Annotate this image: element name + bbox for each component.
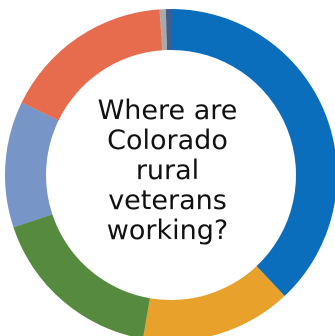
- donut-slice-6: [159, 9, 168, 51]
- donut-slice-1: [171, 9, 335, 297]
- chart-title-line-3: rural: [135, 155, 200, 186]
- donut-slice-7: [165, 9, 171, 51]
- chart-title-line-2: Colorado: [107, 125, 228, 156]
- chart-title-line-1: Where are: [97, 95, 238, 126]
- donut-slice-3: [13, 214, 150, 336]
- chart-title-line-5: working?: [106, 215, 229, 246]
- donut-slice-4: [4, 102, 59, 228]
- donut-slice-5: [21, 9, 163, 121]
- chart-title: Where are Colorado rural veterans workin…: [67, 96, 268, 246]
- donut-slices: [4, 9, 335, 336]
- chart-title-line-4: veterans: [108, 185, 227, 216]
- donut-slice-2: [143, 266, 285, 336]
